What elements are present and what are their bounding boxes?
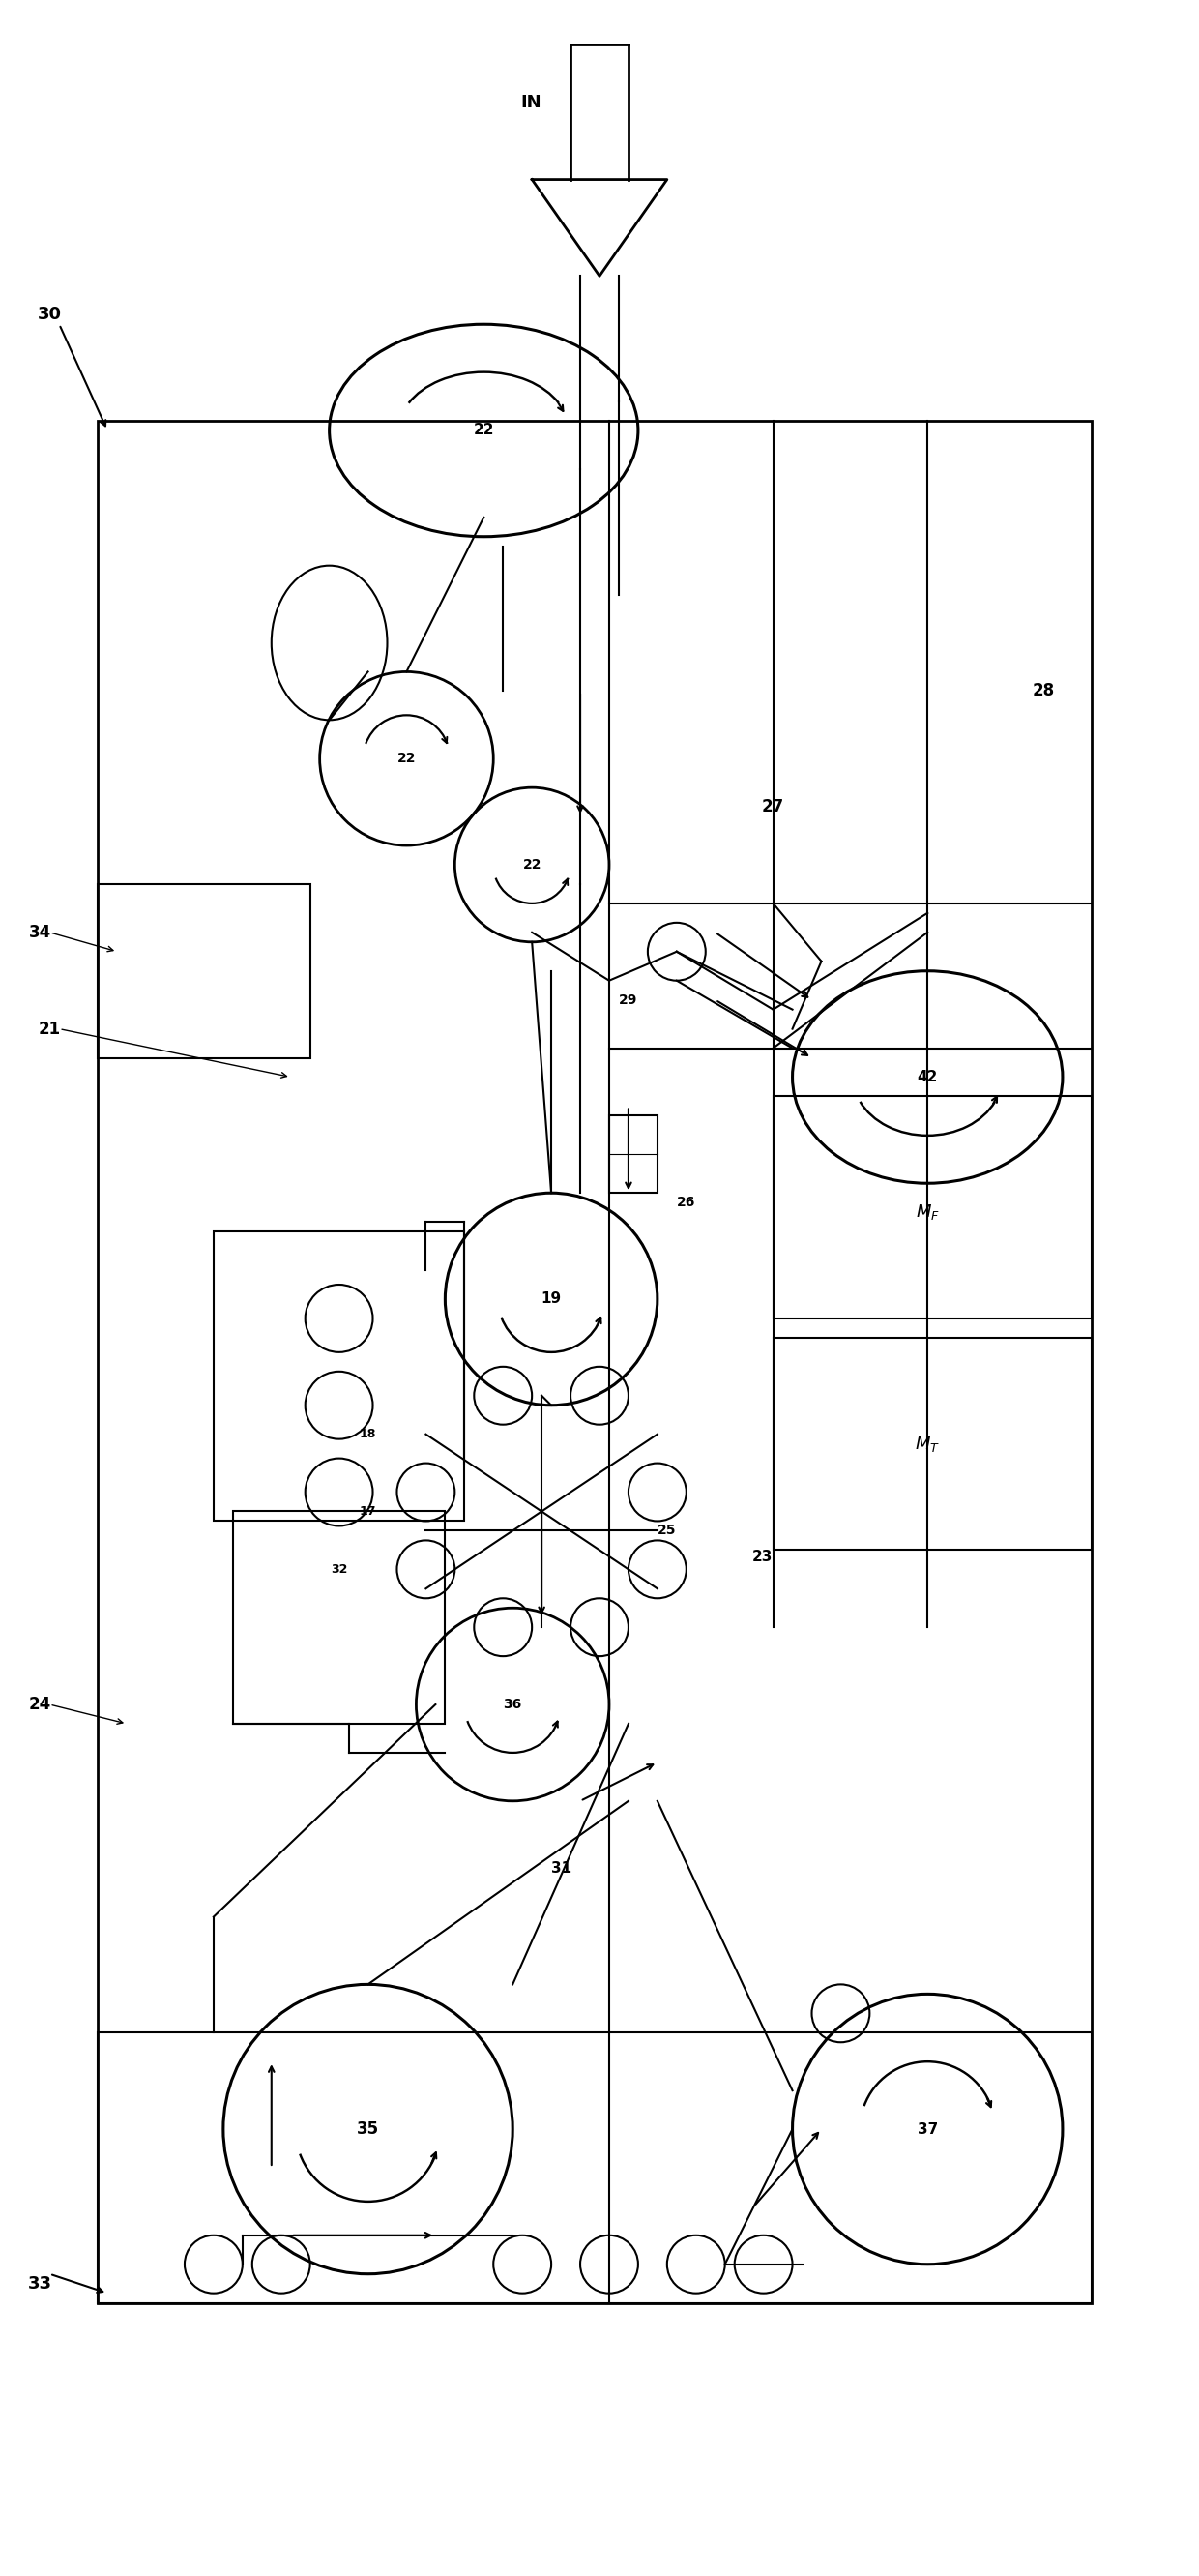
Text: 42: 42: [917, 1069, 938, 1084]
Text: 26: 26: [676, 1195, 695, 1208]
Text: 31: 31: [550, 1862, 571, 1875]
Text: 33: 33: [28, 2275, 52, 2293]
Text: 23: 23: [753, 1551, 773, 1564]
Text: 37: 37: [917, 2123, 938, 2136]
Text: $M_T$: $M_T$: [915, 1435, 940, 1453]
Bar: [609, 1115, 657, 1193]
Bar: [98, 884, 311, 1059]
Text: IN: IN: [520, 93, 542, 111]
Text: 29: 29: [619, 994, 638, 1007]
Bar: [773, 1337, 1091, 1551]
Text: 21: 21: [38, 1020, 61, 1038]
Text: 19: 19: [541, 1291, 561, 1306]
Text: 24: 24: [29, 1695, 52, 1713]
Text: 36: 36: [504, 1698, 522, 1710]
Text: 22: 22: [397, 752, 416, 765]
Text: 18: 18: [360, 1427, 376, 1440]
Text: $M_F$: $M_F$: [916, 1203, 940, 1221]
Bar: [233, 1512, 445, 1723]
Text: 27: 27: [761, 799, 784, 817]
Bar: [98, 420, 1091, 2303]
Text: 32: 32: [331, 1564, 348, 1577]
Text: 22: 22: [523, 858, 542, 871]
Bar: [213, 1231, 464, 1520]
Text: 25: 25: [658, 1525, 676, 1538]
Text: 35: 35: [357, 2120, 379, 2138]
Bar: [98, 2032, 1091, 2303]
Text: 30: 30: [37, 307, 61, 325]
Text: 34: 34: [29, 925, 52, 940]
Text: 17: 17: [360, 1504, 376, 1517]
Text: 22: 22: [474, 422, 494, 438]
Text: 28: 28: [1032, 683, 1054, 701]
Bar: [773, 1097, 1091, 1319]
